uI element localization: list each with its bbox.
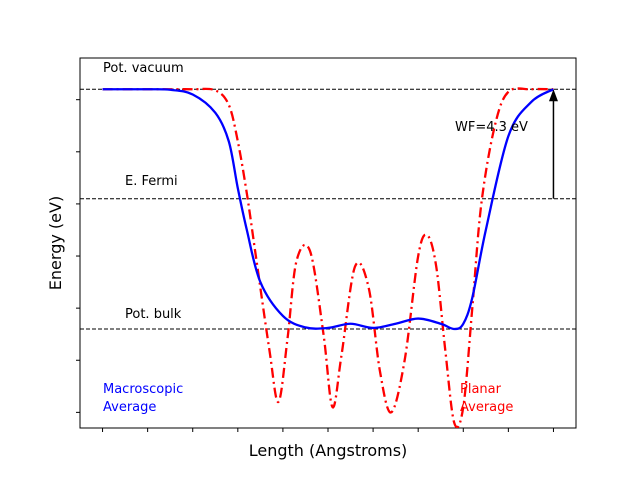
series-layer bbox=[102, 87, 555, 428]
work-function-arrow bbox=[548, 89, 558, 199]
label-macroscopic-line2: Average bbox=[103, 400, 156, 415]
x-axis-ticks bbox=[102, 428, 554, 432]
label-e-fermi: E. Fermi bbox=[125, 174, 178, 189]
y-axis-ticks bbox=[76, 99, 80, 413]
label-planar-line2: Average bbox=[460, 400, 513, 415]
label-macroscopic-line1: Macroscopic bbox=[103, 382, 183, 397]
label-pot-bulk: Pot. bulk bbox=[125, 307, 182, 322]
label-pot-vacuum: Pot. vacuum bbox=[103, 61, 184, 76]
wf-arrow-head bbox=[548, 89, 558, 102]
series-line-planar-average bbox=[102, 87, 554, 428]
x-axis-label: Length (Angstroms) bbox=[249, 441, 408, 460]
y-axis-label: Energy (eV) bbox=[46, 196, 65, 290]
label-work-function: WF=4.3 eV bbox=[455, 120, 528, 135]
label-planar-line1: Planar bbox=[460, 382, 502, 397]
series-line-macroscopic-average bbox=[102, 88, 555, 331]
